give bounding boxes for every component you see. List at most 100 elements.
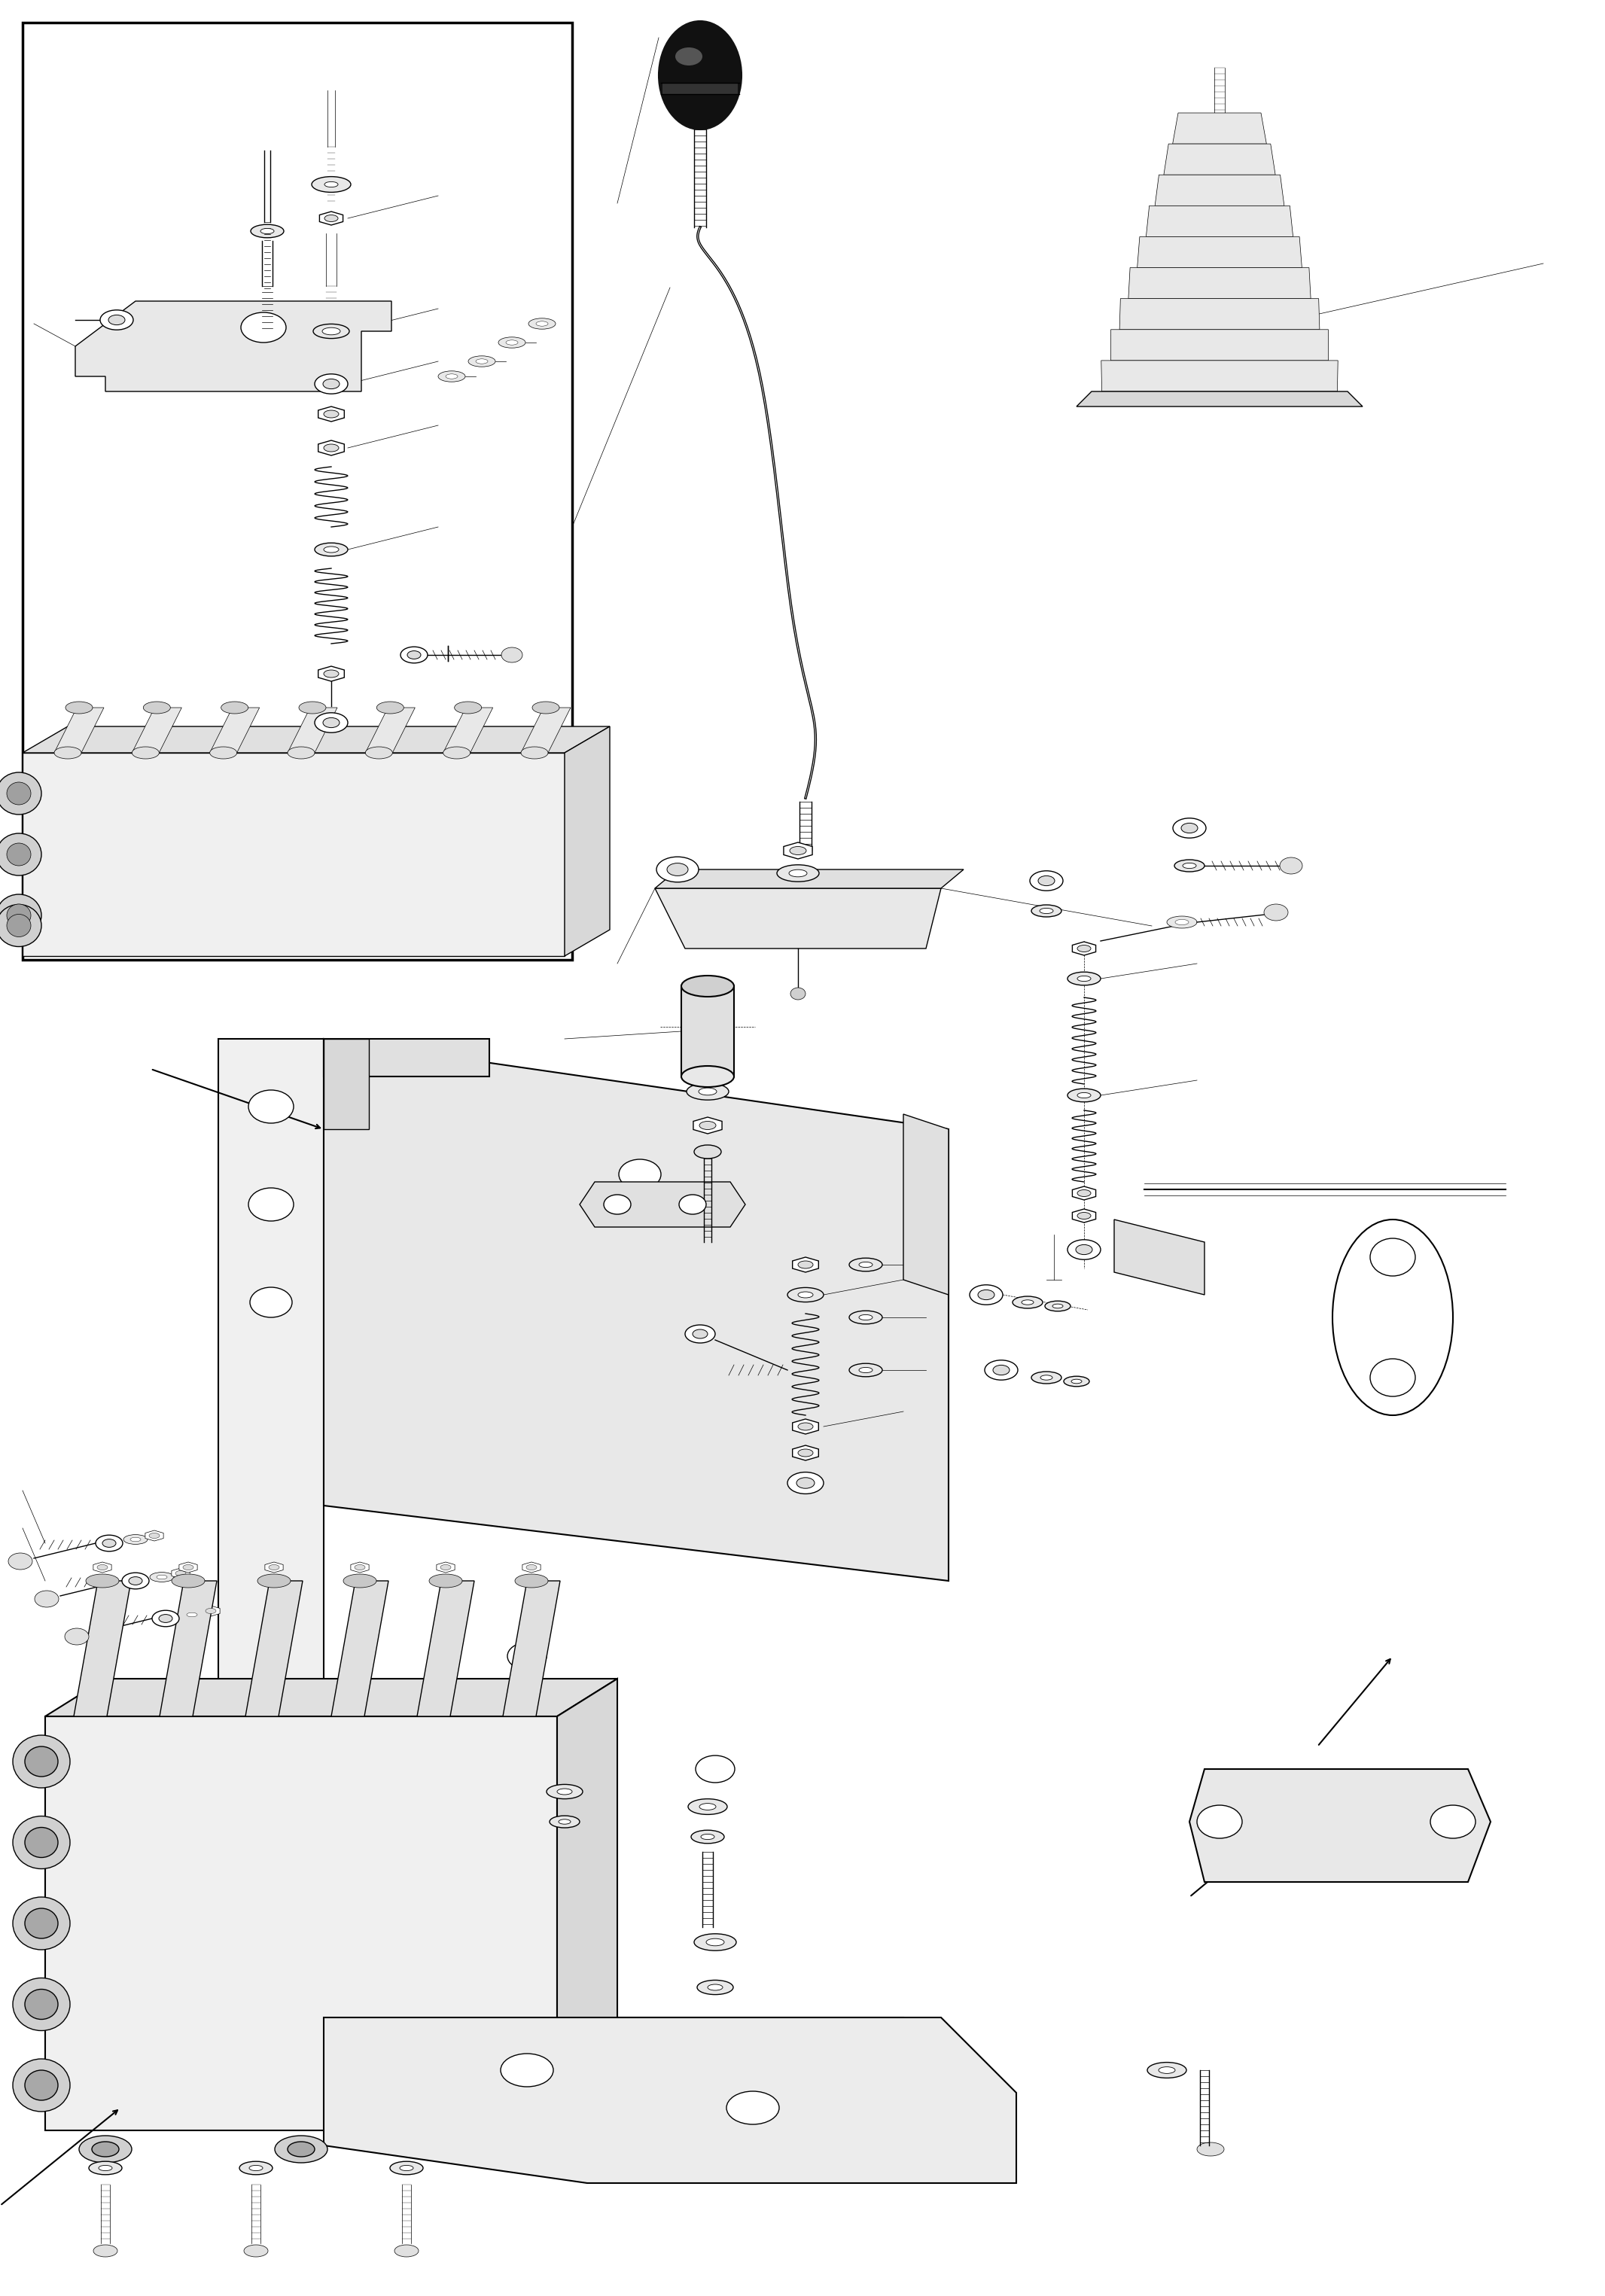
Ellipse shape (859, 1316, 873, 1320)
Ellipse shape (186, 1612, 197, 1616)
Polygon shape (655, 889, 941, 948)
Ellipse shape (658, 21, 742, 129)
Ellipse shape (366, 746, 393, 758)
Polygon shape (437, 1561, 454, 1573)
Ellipse shape (536, 321, 547, 326)
Ellipse shape (796, 1479, 815, 1488)
Ellipse shape (98, 2165, 112, 2170)
Ellipse shape (501, 647, 523, 664)
Ellipse shape (1430, 1805, 1475, 1839)
Ellipse shape (790, 870, 807, 877)
Ellipse shape (1197, 2142, 1225, 2156)
Ellipse shape (244, 2245, 268, 2257)
Ellipse shape (859, 1368, 873, 1373)
Polygon shape (366, 707, 416, 753)
Ellipse shape (969, 1286, 1003, 1304)
Ellipse shape (0, 771, 42, 815)
Polygon shape (324, 2018, 1016, 2183)
Polygon shape (324, 1038, 949, 1582)
Ellipse shape (132, 746, 159, 758)
Ellipse shape (239, 2161, 273, 2174)
Ellipse shape (241, 312, 286, 342)
Ellipse shape (35, 1591, 59, 1607)
Ellipse shape (1159, 2066, 1175, 2073)
Ellipse shape (249, 1091, 294, 1123)
Ellipse shape (1071, 1380, 1082, 1384)
Ellipse shape (323, 379, 340, 388)
Polygon shape (793, 1419, 819, 1435)
Ellipse shape (701, 1835, 714, 1839)
Polygon shape (1111, 331, 1329, 360)
Ellipse shape (977, 1290, 995, 1300)
Ellipse shape (656, 856, 698, 882)
Ellipse shape (100, 310, 133, 331)
Ellipse shape (522, 746, 547, 758)
Ellipse shape (0, 905, 42, 946)
Ellipse shape (13, 2060, 71, 2112)
Polygon shape (793, 1258, 819, 1272)
Ellipse shape (438, 372, 465, 381)
Ellipse shape (1181, 822, 1197, 833)
Polygon shape (210, 707, 260, 753)
Ellipse shape (180, 1609, 204, 1619)
Ellipse shape (798, 1261, 814, 1267)
Ellipse shape (685, 1325, 716, 1343)
Ellipse shape (311, 177, 351, 193)
Polygon shape (1114, 1219, 1204, 1295)
Polygon shape (132, 707, 181, 753)
Ellipse shape (149, 1573, 173, 1582)
Ellipse shape (533, 703, 559, 714)
Ellipse shape (798, 1293, 814, 1297)
Polygon shape (202, 1605, 220, 1616)
Ellipse shape (8, 1552, 32, 1570)
Ellipse shape (260, 227, 274, 234)
Ellipse shape (798, 1424, 814, 1430)
Ellipse shape (557, 1789, 571, 1795)
Ellipse shape (287, 746, 315, 758)
Ellipse shape (698, 1088, 717, 1095)
Polygon shape (75, 301, 392, 390)
Ellipse shape (24, 1747, 58, 1777)
Ellipse shape (408, 650, 421, 659)
Polygon shape (783, 843, 812, 859)
Ellipse shape (1040, 909, 1053, 914)
Ellipse shape (6, 905, 30, 928)
Ellipse shape (1038, 875, 1054, 886)
Ellipse shape (313, 324, 350, 338)
Ellipse shape (1175, 859, 1204, 872)
Ellipse shape (221, 703, 249, 714)
Ellipse shape (66, 703, 93, 714)
Ellipse shape (183, 1564, 194, 1570)
Ellipse shape (324, 216, 339, 223)
Ellipse shape (1183, 863, 1196, 868)
Ellipse shape (727, 2092, 778, 2124)
Ellipse shape (249, 1187, 294, 1221)
Polygon shape (565, 726, 610, 955)
Polygon shape (22, 753, 565, 955)
Polygon shape (1101, 360, 1339, 390)
Ellipse shape (547, 1784, 583, 1798)
Ellipse shape (315, 712, 348, 732)
Ellipse shape (668, 863, 689, 875)
Ellipse shape (985, 1359, 1018, 1380)
Polygon shape (443, 707, 493, 753)
Ellipse shape (24, 1908, 58, 1938)
Ellipse shape (122, 1573, 149, 1589)
Polygon shape (45, 1717, 557, 2131)
Ellipse shape (1077, 1189, 1091, 1196)
Polygon shape (1128, 269, 1311, 298)
Ellipse shape (1013, 1297, 1043, 1309)
Ellipse shape (559, 1818, 571, 1823)
Ellipse shape (1067, 1088, 1101, 1102)
Polygon shape (1072, 1187, 1096, 1201)
Ellipse shape (395, 2245, 419, 2257)
Ellipse shape (315, 374, 348, 395)
Ellipse shape (1067, 971, 1101, 985)
Ellipse shape (1032, 1371, 1061, 1384)
Ellipse shape (1075, 1244, 1093, 1254)
Ellipse shape (249, 2165, 263, 2170)
Ellipse shape (250, 1288, 292, 1318)
Ellipse shape (343, 1575, 377, 1587)
Ellipse shape (1032, 905, 1061, 916)
Ellipse shape (859, 1263, 873, 1267)
